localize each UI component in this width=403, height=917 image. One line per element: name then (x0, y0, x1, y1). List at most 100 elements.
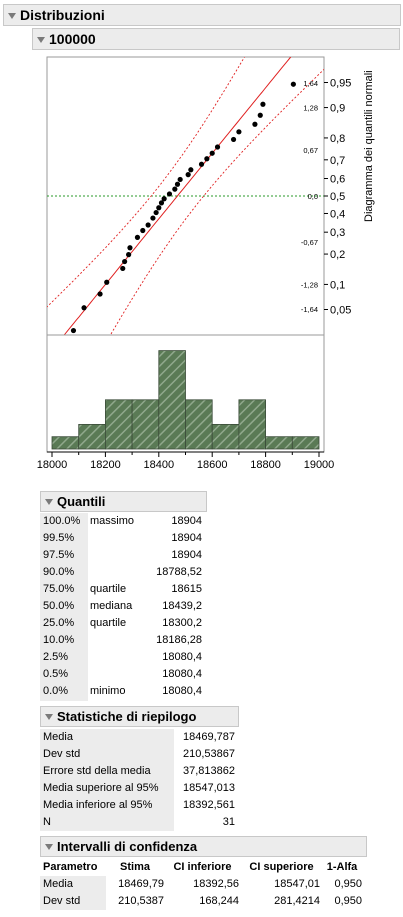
data-point (97, 291, 103, 297)
confidence-column-header: CI inferiore (173, 861, 232, 873)
disclosure-triangle-icon[interactable] (8, 13, 16, 19)
quantile-value: 18186,28 (156, 634, 202, 646)
data-point (161, 196, 167, 202)
confidence-table: Parametro Stima CI inferiore CI superiore 1-… (40, 859, 370, 913)
summary-label: Media (43, 731, 73, 743)
histogram-bar (105, 399, 133, 450)
quantile-pct: 75.0% (43, 583, 75, 595)
quantiles-pct-column-bg (40, 513, 88, 701)
confidence-title: Intervalli di confidenza (57, 839, 198, 854)
distribution-section-header[interactable]: Distribuzioni (3, 4, 401, 26)
data-point (172, 186, 178, 192)
histogram-bar (211, 423, 240, 450)
quantile-pct: 25.0% (43, 617, 75, 629)
quantile-plot-lines (47, 57, 324, 335)
quantile-pct: 0.5% (43, 668, 69, 680)
z-tick-label: 0,67 (303, 146, 318, 155)
confidence-value: 0,950 (334, 878, 362, 890)
data-point (127, 245, 133, 251)
summary-table: Media 18469,787 Dev std 210,53867 Errore std… (40, 729, 240, 833)
disclosure-triangle-icon[interactable] (45, 844, 53, 850)
data-point (156, 205, 162, 211)
prob-tick-label: 0,2 (330, 249, 345, 261)
prob-tick-label: 0,3 (330, 227, 345, 239)
z-tick-label: -0,67 (301, 238, 318, 247)
x-tick-label: 18000 (37, 459, 68, 471)
summary-value: 210,53867 (183, 748, 235, 760)
quantile-pct: 50.0% (43, 600, 75, 612)
data-point (166, 191, 173, 197)
summary-value: 37,813862 (183, 765, 235, 777)
quantile-pct: 0.0% (43, 685, 69, 697)
histogram-bar (185, 399, 213, 450)
confidence-parameter: Media (43, 878, 73, 890)
quantile-value: 18904 (171, 549, 202, 561)
data-point (153, 209, 159, 216)
data-point (257, 112, 263, 118)
summary-header[interactable]: Statistiche di riepilogo (40, 706, 239, 727)
quantile-value: 18788,52 (156, 566, 202, 578)
quantile-pct: 99.5% (43, 532, 75, 544)
quantile-pct: 100.0% (43, 515, 81, 527)
summary-value: 31 (222, 816, 235, 828)
data-point (236, 129, 242, 135)
prob-tick-label: 0,1 (330, 279, 345, 291)
data-point (177, 176, 183, 183)
confidence-header[interactable]: Intervalli di confidenza (40, 836, 367, 857)
disclosure-triangle-icon[interactable] (45, 714, 53, 720)
quantiles-title: Quantili (57, 494, 106, 509)
data-point (188, 167, 194, 173)
x-tick-label: 18800 (250, 459, 281, 471)
quantile-value: 18904 (171, 515, 202, 527)
quantile-label: minimo (90, 685, 126, 697)
data-point (209, 150, 215, 156)
summary-label: Dev std (43, 748, 81, 760)
data-point (150, 215, 156, 221)
histogram-bar (78, 423, 106, 450)
histogram-bar (238, 399, 266, 450)
quantile-label: quartile (90, 617, 127, 629)
x-tick-label: 19000 (304, 459, 335, 471)
prob-tick-label: 0,6 (330, 174, 345, 186)
confidence-column-header: 1-Alfa (326, 861, 358, 873)
distribution-plots: 18000 18200 18400 18600 18800 19000 1,64 1,28 0… (37, 56, 375, 471)
variable-header[interactable]: 100000 (32, 28, 400, 50)
quantile-value: 18904 (171, 532, 202, 544)
data-point (290, 81, 296, 87)
z-tick-label: 1,64 (303, 79, 318, 88)
confidence-label-column-bg (40, 876, 106, 910)
confidence-value: 18469,79 (118, 878, 164, 890)
quantile-value: 18439,2 (162, 600, 202, 612)
data-point (126, 252, 132, 258)
data-point (134, 234, 141, 240)
quantile-value: 18080,4 (162, 685, 202, 697)
confidence-value: 18547,01 (274, 878, 320, 890)
data-point (120, 265, 126, 272)
x-tick-label: 18400 (144, 459, 175, 471)
disclosure-triangle-icon[interactable] (37, 37, 45, 43)
fitted-normal-line (63, 57, 292, 335)
confidence-band-upper (47, 57, 245, 308)
confidence-value: 168,244 (199, 895, 239, 907)
disclosure-triangle-icon[interactable] (45, 499, 53, 505)
histogram-bar (51, 436, 80, 450)
prob-tick-label: 0,4 (330, 208, 345, 220)
quantile-pct: 90.0% (43, 566, 75, 578)
quantile-plot-frame (46, 56, 325, 336)
quantile-pct: 97.5% (43, 549, 75, 561)
data-point (104, 279, 110, 285)
data-point (140, 227, 146, 234)
histogram-bar (158, 350, 186, 450)
summary-label: Media inferiore al 95% (43, 799, 153, 811)
data-point (70, 327, 77, 334)
quantile-pct: 2.5% (43, 651, 69, 663)
confidence-value: 281,4214 (274, 895, 320, 907)
data-point (230, 136, 237, 143)
quantiles-header[interactable]: Quantili (40, 491, 207, 512)
summary-value: 18392,561 (183, 799, 235, 811)
quantile-value: 18080,4 (162, 651, 202, 663)
z-tick-label: -1,64 (301, 305, 318, 314)
data-point (260, 101, 266, 107)
z-tick-label: 1,28 (303, 104, 318, 113)
x-tick-label: 18600 (197, 459, 228, 471)
